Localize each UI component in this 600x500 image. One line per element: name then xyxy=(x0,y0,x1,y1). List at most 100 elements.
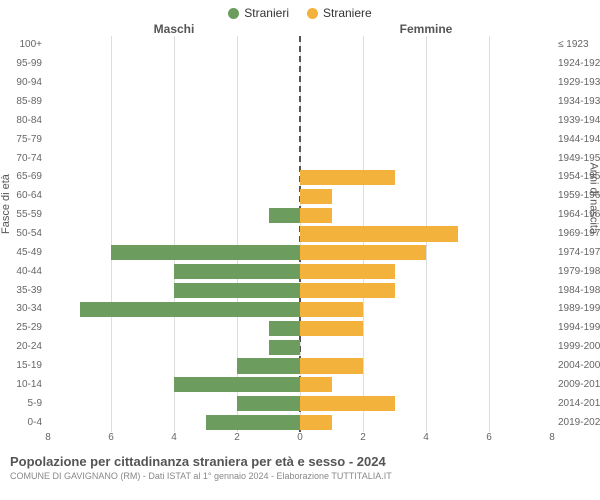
age-label: 80-84 xyxy=(8,116,48,126)
birth-label: 1969-1973 xyxy=(552,229,600,239)
age-row: 0-42019-2023 xyxy=(48,413,552,432)
age-row: 50-541969-1973 xyxy=(48,225,552,244)
bar-female xyxy=(300,264,395,279)
female-half xyxy=(300,375,552,394)
xaxis-tick: 2 xyxy=(360,432,366,443)
age-row: 45-491974-1978 xyxy=(48,243,552,262)
age-label: 75-79 xyxy=(8,135,48,145)
chart-title: Popolazione per cittadinanza straniera p… xyxy=(10,454,590,469)
birth-label: 1984-1988 xyxy=(552,286,600,296)
xaxis-tick: 4 xyxy=(423,432,429,443)
birth-label: 1959-1963 xyxy=(552,191,600,201)
bar-male xyxy=(80,302,301,317)
age-label: 90-94 xyxy=(8,78,48,88)
age-label: 85-89 xyxy=(8,97,48,107)
bar-female xyxy=(300,396,395,411)
bar-female xyxy=(300,377,332,392)
female-half xyxy=(300,93,552,112)
chart-subtitle: COMUNE DI GAVIGNANO (RM) - Dati ISTAT al… xyxy=(10,469,590,481)
female-half xyxy=(300,243,552,262)
age-label: 100+ xyxy=(8,40,48,50)
age-row: 65-691954-1958 xyxy=(48,168,552,187)
age-label: 60-64 xyxy=(8,191,48,201)
caption: Popolazione per cittadinanza straniera p… xyxy=(0,448,600,481)
birth-label: 1994-1998 xyxy=(552,323,600,333)
age-row: 90-941929-1933 xyxy=(48,74,552,93)
birth-label: 1964-1968 xyxy=(552,210,600,220)
age-row: 80-841939-1943 xyxy=(48,111,552,130)
age-row: 30-341989-1993 xyxy=(48,300,552,319)
birth-label: 1954-1958 xyxy=(552,172,600,182)
age-label: 15-19 xyxy=(8,361,48,371)
age-label: 10-14 xyxy=(8,380,48,390)
birth-label: 2004-2008 xyxy=(552,361,600,371)
yaxis-label-left: Fasce di età xyxy=(0,174,12,234)
age-label: 45-49 xyxy=(8,248,48,258)
bar-female xyxy=(300,226,458,241)
male-half xyxy=(48,36,300,55)
age-label: 50-54 xyxy=(8,229,48,239)
bar-male xyxy=(174,377,300,392)
bar-male xyxy=(237,358,300,373)
plot: 100+≤ 192395-991924-192890-941929-193385… xyxy=(48,36,552,432)
female-half xyxy=(300,168,552,187)
age-row: 60-641959-1963 xyxy=(48,187,552,206)
bar-female xyxy=(300,302,363,317)
age-row: 35-391984-1988 xyxy=(48,281,552,300)
female-half xyxy=(300,111,552,130)
female-half xyxy=(300,36,552,55)
header-female: Femmine xyxy=(300,22,600,36)
age-row: 5-92014-2018 xyxy=(48,394,552,413)
age-label: 40-44 xyxy=(8,267,48,277)
age-label: 55-59 xyxy=(8,210,48,220)
birth-label: 1929-1933 xyxy=(552,78,600,88)
male-half xyxy=(48,413,300,432)
legend-swatch-female xyxy=(307,8,318,19)
male-half xyxy=(48,111,300,130)
column-headers: Maschi Femmine xyxy=(0,22,600,36)
age-label: 20-24 xyxy=(8,342,48,352)
birth-label: ≤ 1923 xyxy=(552,40,600,50)
xaxis-tick: 8 xyxy=(549,432,555,443)
bar-female xyxy=(300,321,363,336)
age-label: 30-34 xyxy=(8,304,48,314)
female-half xyxy=(300,262,552,281)
male-half xyxy=(48,300,300,319)
male-half xyxy=(48,93,300,112)
male-half xyxy=(48,55,300,74)
bar-male xyxy=(269,340,301,355)
age-label: 95-99 xyxy=(8,59,48,69)
xaxis-tick: 4 xyxy=(171,432,177,443)
chart-area: Fasce di età Anni di nascita 100+≤ 19239… xyxy=(0,36,600,432)
age-row: 75-791944-1948 xyxy=(48,130,552,149)
birth-label: 1989-1993 xyxy=(552,304,600,314)
bar-male xyxy=(174,283,300,298)
birth-label: 1944-1948 xyxy=(552,135,600,145)
female-half xyxy=(300,130,552,149)
male-half xyxy=(48,281,300,300)
male-half xyxy=(48,394,300,413)
bar-male xyxy=(269,208,301,223)
header-male: Maschi xyxy=(0,22,300,36)
age-row: 15-192004-2008 xyxy=(48,357,552,376)
age-row: 10-142009-2013 xyxy=(48,375,552,394)
female-half xyxy=(300,187,552,206)
female-half xyxy=(300,149,552,168)
birth-label: 1949-1953 xyxy=(552,154,600,164)
legend-item-male: Stranieri xyxy=(228,6,289,20)
xaxis-tick: 6 xyxy=(108,432,114,443)
female-half xyxy=(300,281,552,300)
age-label: 35-39 xyxy=(8,286,48,296)
birth-label: 1974-1978 xyxy=(552,248,600,258)
male-half xyxy=(48,338,300,357)
female-half xyxy=(300,413,552,432)
birth-label: 1939-1943 xyxy=(552,116,600,126)
male-half xyxy=(48,149,300,168)
bar-male xyxy=(174,264,300,279)
xaxis-tick: 6 xyxy=(486,432,492,443)
bar-female xyxy=(300,283,395,298)
age-row: 95-991924-1928 xyxy=(48,55,552,74)
male-half xyxy=(48,262,300,281)
age-row: 25-291994-1998 xyxy=(48,319,552,338)
male-half xyxy=(48,206,300,225)
